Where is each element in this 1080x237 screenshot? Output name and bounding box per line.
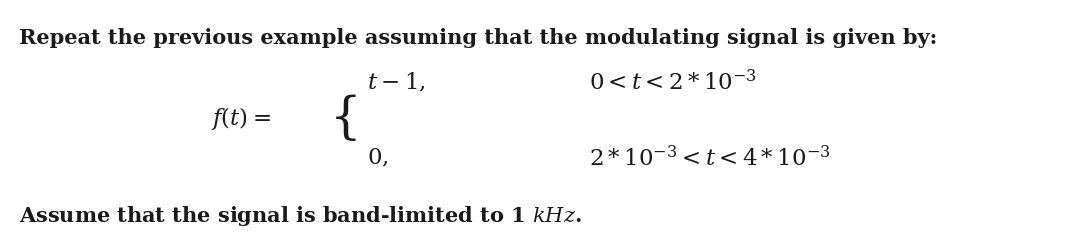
Text: $0 < t < 2 * 10^{-3}$: $0 < t < 2 * 10^{-3}$ — [589, 70, 756, 96]
Text: $2 * 10^{-3} < t < 4 * 10^{-3}$: $2 * 10^{-3} < t < 4 * 10^{-3}$ — [589, 146, 831, 171]
Text: $0,$: $0,$ — [367, 148, 389, 170]
Text: $t - 1,$: $t - 1,$ — [367, 71, 426, 95]
Text: $f(t) = $: $f(t) = $ — [211, 105, 271, 132]
Text: Assume that the signal is band-limited to 1 $kHz$.: Assume that the signal is band-limited t… — [19, 204, 582, 228]
Text: $\{$: $\{$ — [329, 93, 356, 144]
Text: Repeat the previous example assuming that the modulating signal is given by:: Repeat the previous example assuming tha… — [19, 28, 937, 48]
